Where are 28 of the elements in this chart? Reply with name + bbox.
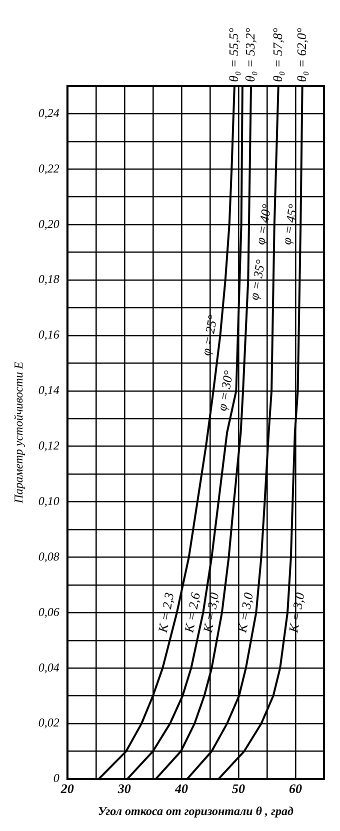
- x-axis-title: Угол откоса от горизонтали θ , град: [98, 804, 294, 818]
- y-tick-label: 0: [53, 771, 60, 786]
- annotation: φ = 30°: [214, 369, 236, 412]
- y-tick-label: 0,14: [38, 383, 60, 398]
- annotation: θ₀ = 55,5°: [226, 28, 241, 82]
- y-tick-label: 0,02: [38, 716, 60, 730]
- y-tick-label: 0,18: [38, 272, 60, 286]
- x-tick-label: 20: [60, 781, 74, 796]
- annotation: θ₀ = 53,2°: [242, 28, 258, 82]
- annotation: θ₀ = 57,8°: [270, 28, 285, 82]
- x-tick-label: 40: [174, 781, 188, 796]
- y-tick-label: 0,08: [38, 549, 60, 564]
- y-tick-label: 0,16: [38, 328, 60, 342]
- x-tick-label: 60: [288, 781, 302, 796]
- annotation: K = 2,3: [154, 590, 177, 635]
- annotation: φ = 35°: [246, 258, 268, 302]
- y-tick-label: 0,04: [38, 660, 60, 674]
- x-tick-label: 50: [232, 781, 246, 796]
- annotation: K = 2,6: [181, 590, 204, 635]
- y-tick-label: 0,12: [38, 438, 60, 453]
- y-axis-title: Параметр устойчивости E: [11, 361, 26, 504]
- x-tick-label: 30: [116, 781, 132, 796]
- y-tick-label: 0,22: [38, 161, 60, 176]
- y-tick-label: 0,10: [38, 494, 60, 508]
- annotation: θ₀ = 62,0°: [294, 28, 309, 82]
- y-tick-label: 0,20: [38, 216, 60, 231]
- y-tick-label: 0,06: [38, 604, 60, 619]
- y-tick-label: 0,24: [38, 106, 60, 120]
